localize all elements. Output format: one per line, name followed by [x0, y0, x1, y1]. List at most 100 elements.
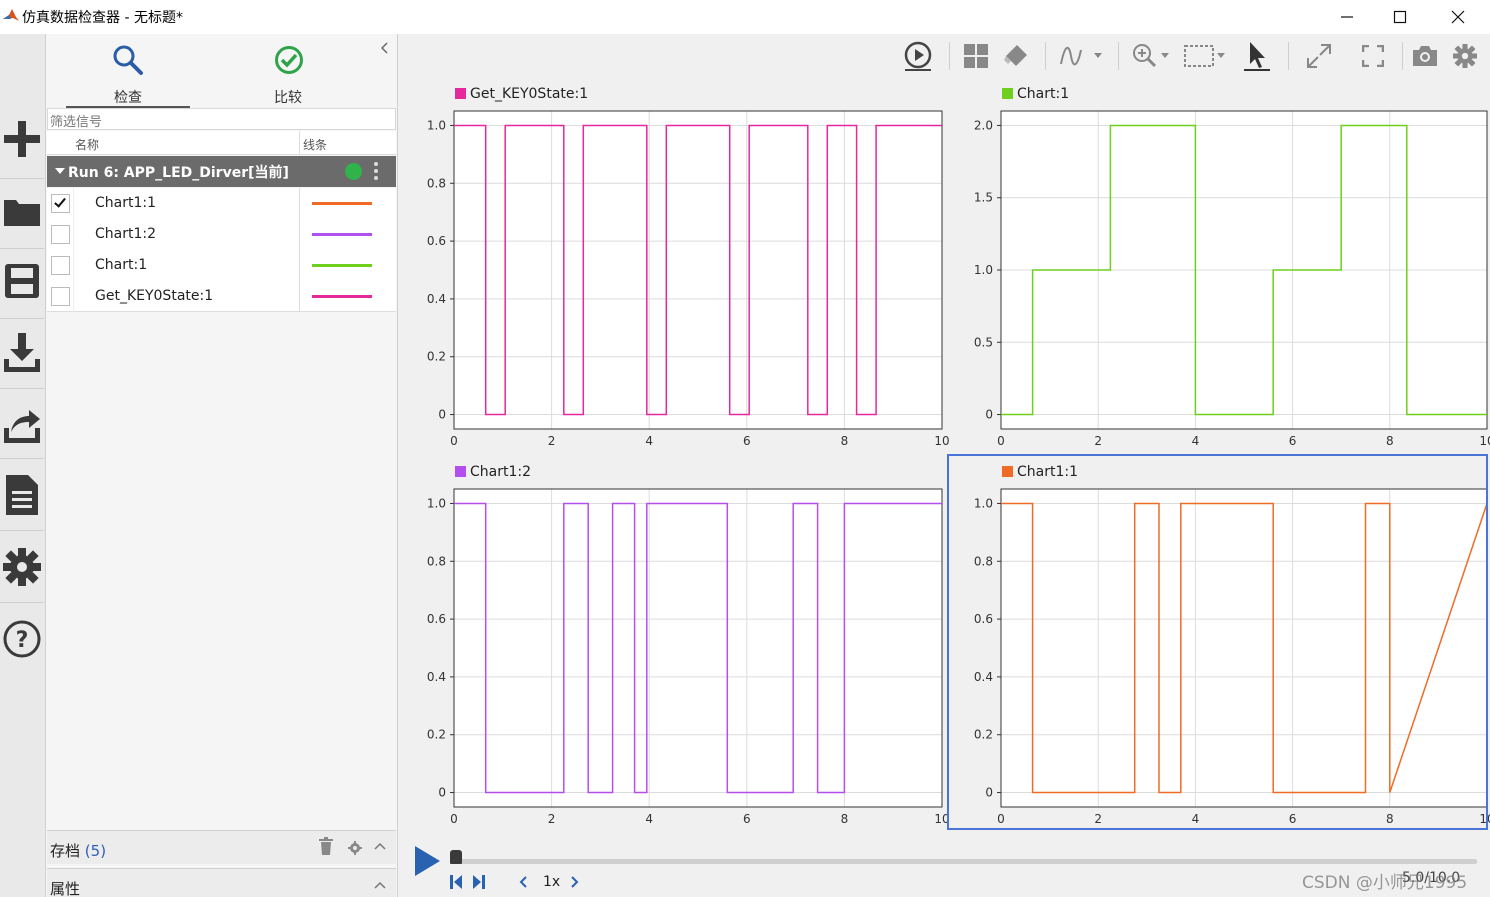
settings-button[interactable] [1450, 40, 1480, 72]
series-line[interactable] [454, 124, 942, 416]
fullscreen-button[interactable] [1356, 40, 1390, 72]
open-button[interactable] [0, 176, 44, 246]
signal-name: Get_KEY0State:1 [95, 288, 214, 304]
x-tick-label: 0 [450, 812, 458, 826]
signal-line-style[interactable] [312, 202, 372, 205]
step-forward-icon[interactable] [473, 875, 485, 889]
signal-options-button[interactable] [1058, 40, 1104, 72]
plot-axes-frame [453, 488, 943, 808]
signal-checkbox[interactable] [51, 287, 70, 306]
tab-inspect[interactable]: 检查 [66, 40, 190, 110]
cursor-icon [1244, 42, 1270, 71]
help-button[interactable]: ? [0, 604, 44, 674]
export-button[interactable] [0, 390, 44, 460]
save-button[interactable] [0, 246, 44, 316]
column-header-name[interactable]: 名称 [75, 138, 100, 152]
left-toolbar: ? [0, 34, 46, 897]
x-tick-label: 2 [1094, 434, 1102, 448]
signal-row[interactable]: Chart1:1 [47, 188, 396, 219]
signals-table-header: 名称 线条 [47, 131, 396, 155]
slower-icon[interactable] [518, 876, 528, 888]
series-line[interactable] [454, 502, 942, 794]
svg-text:?: ? [16, 628, 29, 653]
x-tick-label: 10 [934, 812, 949, 826]
close-button[interactable] [1435, 0, 1481, 34]
plot-chart1-1[interactable]: Chart1:1 0 2 4 6 8 10 0 0.2 0.4 0.6 0.8 1.0 [945, 456, 1490, 834]
new-button[interactable] [0, 104, 44, 174]
signal-checkbox[interactable] [51, 256, 70, 275]
plot-svg[interactable]: 0 2 4 6 8 10 0 0.2 0.4 0.6 0.8 1.0 [398, 78, 950, 456]
signal-line-style[interactable] [312, 264, 372, 267]
archive-section[interactable]: 存档 (5) [47, 830, 396, 864]
playback-slider-track[interactable] [456, 859, 1477, 864]
archive-label: 存档 [50, 842, 81, 860]
properties-section[interactable]: 属性 [47, 868, 396, 897]
faster-icon[interactable] [570, 876, 580, 888]
tab-compare-label: 比较 [274, 90, 302, 106]
play-icon[interactable] [415, 846, 440, 876]
clear-button[interactable] [1000, 40, 1032, 72]
plot-chart1-2[interactable]: Chart1:2 0 2 4 6 8 10 0 0.2 0.4 0.6 0.8 1.0 [398, 456, 950, 834]
y-tick-label: 0.2 [427, 728, 446, 742]
plot-get-key0state[interactable]: Get_KEY0State:1 0 2 4 6 8 10 0 0.2 0.4 0.6 0.8 1.0 [398, 78, 950, 456]
playback-slider-thumb[interactable] [450, 850, 462, 864]
plot-svg[interactable]: 0 2 4 6 8 10 0 0.2 0.4 0.6 0.8 1.0 [398, 456, 950, 834]
signal-checkbox[interactable] [51, 194, 70, 213]
plus-icon [4, 121, 40, 157]
run-options-icon[interactable] [374, 162, 378, 183]
plot-svg[interactable]: 0 2 4 6 8 10 0 0.5 1.0 1.5 2.0 [945, 78, 1490, 456]
maximize-button[interactable] [1377, 0, 1423, 34]
x-tick-label: 0 [997, 812, 1005, 826]
plot-legend[interactable]: Get_KEY0State:1 [455, 86, 588, 102]
y-tick-label: 0.6 [427, 234, 446, 248]
signal-line-style[interactable] [312, 233, 372, 236]
properties-label: 属性 [50, 880, 81, 897]
play-circle-icon [904, 41, 932, 71]
preferences-button[interactable] [0, 532, 44, 602]
y-tick-label: 0.4 [427, 670, 446, 684]
cursor-button[interactable] [1240, 40, 1274, 72]
step-back-icon[interactable] [450, 875, 462, 889]
signal-row[interactable]: Chart1:2 [47, 219, 396, 250]
x-tick-label: 6 [743, 434, 751, 448]
snapshot-button[interactable] [1410, 40, 1440, 72]
import-button[interactable] [0, 318, 44, 388]
folder-icon [4, 200, 40, 226]
plot-legend[interactable]: Chart:1 [1002, 86, 1069, 102]
plot-legend[interactable]: Chart1:1 [1002, 464, 1078, 480]
collapse-panel-icon[interactable] [380, 42, 390, 54]
fit-button[interactable] [1182, 40, 1228, 72]
download-icon [4, 333, 40, 372]
zoom-button[interactable] [1130, 40, 1172, 72]
minimize-button[interactable] [1324, 0, 1370, 34]
y-tick-label: 0.8 [427, 554, 446, 568]
signal-line-style[interactable] [312, 295, 372, 298]
y-tick-label: 0.6 [427, 612, 446, 626]
plot-chart[interactable]: Chart:1 0 2 4 6 8 10 0 0.5 1.0 1.5 2.0 [945, 78, 1490, 456]
column-header-line[interactable]: 线条 [303, 138, 328, 152]
y-tick-label: 0 [438, 408, 446, 422]
plot-svg[interactable]: 0 2 4 6 8 10 0 0.2 0.4 0.6 0.8 1.0 [945, 456, 1490, 834]
y-tick-label: 1.0 [974, 263, 993, 277]
trash-icon[interactable] [319, 837, 333, 855]
signal-row[interactable]: Get_KEY0State:1 [47, 281, 396, 312]
y-tick-label: 1.5 [974, 191, 993, 205]
collapse-properties-icon[interactable] [374, 881, 386, 889]
legend-swatch [455, 88, 466, 99]
replay-button[interactable] [900, 40, 936, 72]
tab-compare[interactable]: 比较 [226, 40, 350, 106]
plot-toolbar [398, 34, 1490, 78]
archive-settings-icon[interactable] [348, 841, 362, 855]
expand-button[interactable] [1302, 40, 1336, 72]
layout-button[interactable] [960, 40, 992, 72]
series-line[interactable] [1001, 502, 1488, 794]
series-line[interactable] [1001, 124, 1487, 416]
collapse-archive-icon[interactable] [374, 842, 386, 850]
expand-triangle-icon[interactable] [55, 168, 65, 174]
plot-legend[interactable]: Chart1:2 [455, 464, 531, 480]
filter-signals-input[interactable]: 筛选信号 [47, 108, 396, 130]
run-row[interactable]: Run 6: APP_LED_Dirver[当前] [47, 156, 396, 187]
signal-row[interactable]: Chart:1 [47, 250, 396, 281]
report-button[interactable] [0, 460, 44, 530]
signal-checkbox[interactable] [51, 225, 70, 244]
